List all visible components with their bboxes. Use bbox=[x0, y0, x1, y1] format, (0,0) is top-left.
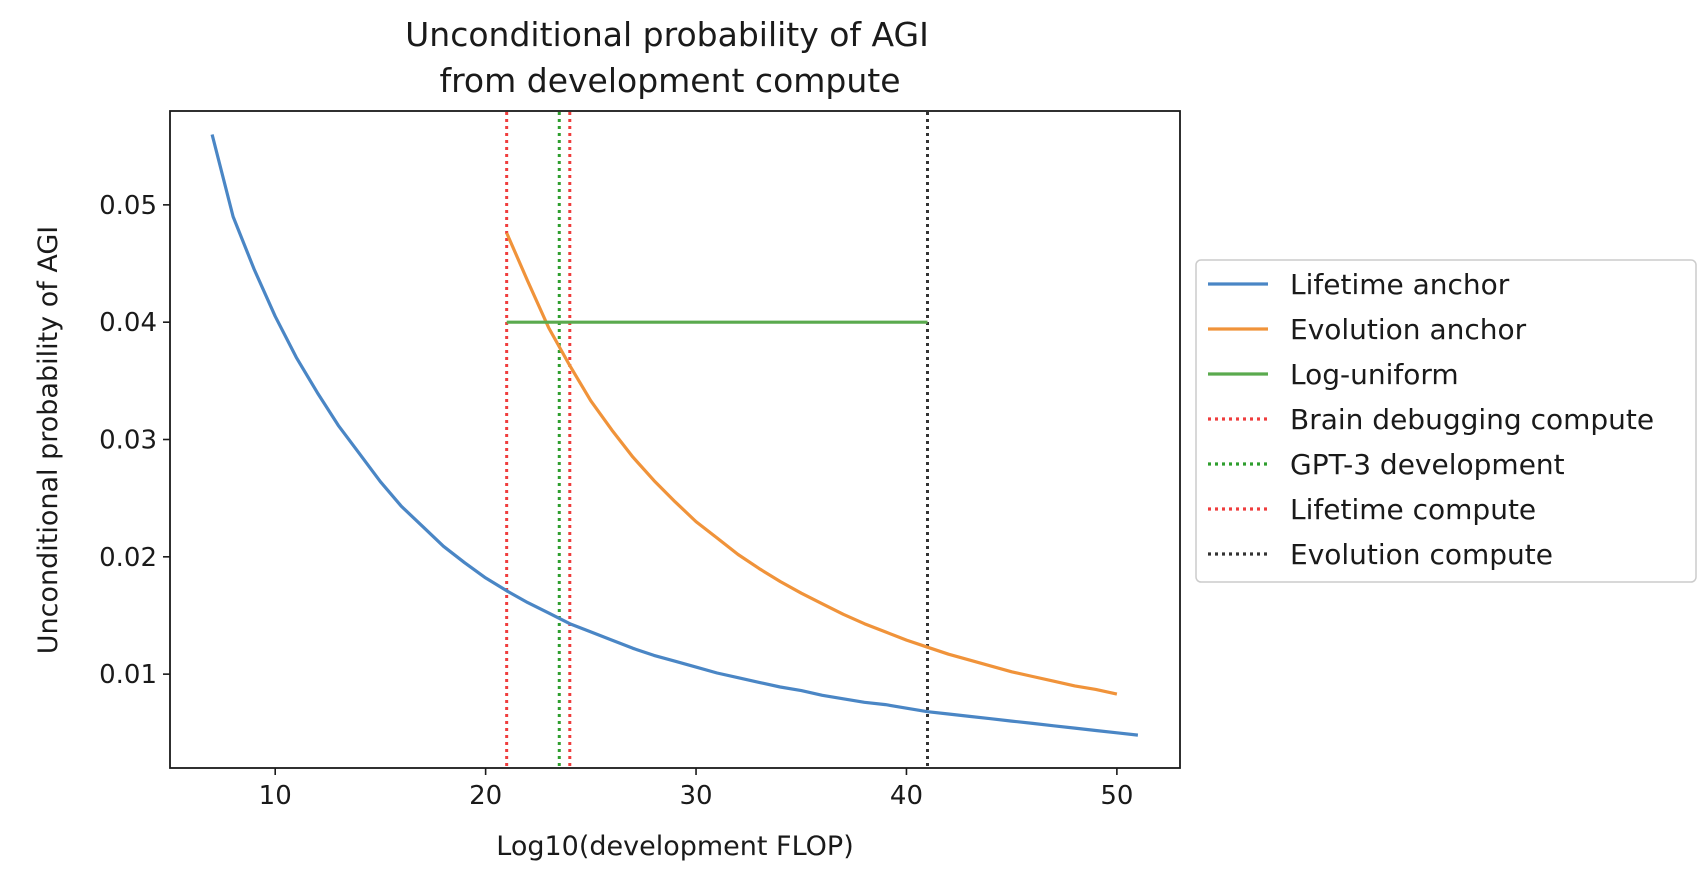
x-axis-ticks: 10 20 30 40 50 bbox=[259, 768, 1133, 811]
y-axis-ticks: 0.01 0.02 0.03 0.04 0.05 bbox=[99, 191, 170, 690]
x-tick-label: 40 bbox=[890, 781, 923, 811]
x-tick-label: 20 bbox=[469, 781, 502, 811]
legend-label: Evolution compute bbox=[1290, 538, 1553, 571]
legend-item-brain-debugging-compute: Brain debugging compute bbox=[1208, 403, 1654, 436]
x-tick-label: 10 bbox=[259, 781, 292, 811]
y-axis-label: Unconditional probability of AGI bbox=[33, 226, 64, 654]
series-lifetime-anchor bbox=[210, 134, 1139, 737]
legend-box bbox=[1195, 259, 1697, 583]
chart-title-line-1: Unconditional probability of AGI bbox=[405, 15, 929, 54]
y-tick-label: 0.04 bbox=[99, 308, 157, 338]
legend-label: Lifetime anchor bbox=[1290, 268, 1510, 301]
legend-item-gpt-3-development: GPT-3 development bbox=[1208, 448, 1565, 481]
legend-item-log-uniform: Log-uniform bbox=[1208, 358, 1459, 391]
legend-label: GPT-3 development bbox=[1290, 448, 1565, 481]
legend-items: Lifetime anchor Evolution anchor Log-unifo… bbox=[1208, 268, 1654, 571]
x-tick-label: 50 bbox=[1100, 781, 1133, 811]
legend-item-lifetime-compute: Lifetime compute bbox=[1208, 493, 1536, 526]
y-tick-label: 0.01 bbox=[99, 660, 157, 690]
legend-item-lifetime-anchor: Lifetime anchor bbox=[1208, 268, 1510, 301]
legend-label: Lifetime compute bbox=[1290, 493, 1536, 526]
legend-item-evolution-compute: Evolution compute bbox=[1208, 538, 1553, 571]
legend-label: Evolution anchor bbox=[1290, 313, 1527, 346]
legend-label: Log-uniform bbox=[1290, 358, 1459, 391]
legend-item-evolution-anchor: Evolution anchor bbox=[1208, 313, 1527, 346]
legend: Lifetime anchor Evolution anchor Log-unifo… bbox=[1195, 259, 1697, 583]
series-lines bbox=[210, 134, 1139, 737]
x-tick-label: 30 bbox=[679, 781, 712, 811]
y-tick-label: 0.02 bbox=[99, 543, 157, 573]
chart-title-line-2: from development compute bbox=[439, 61, 900, 100]
y-tick-label: 0.03 bbox=[99, 426, 157, 456]
series-evolution-anchor bbox=[505, 232, 1118, 696]
legend-label: Brain debugging compute bbox=[1290, 403, 1654, 436]
y-tick-label: 0.05 bbox=[99, 191, 157, 221]
x-axis-label: Log10(development FLOP) bbox=[496, 831, 854, 862]
